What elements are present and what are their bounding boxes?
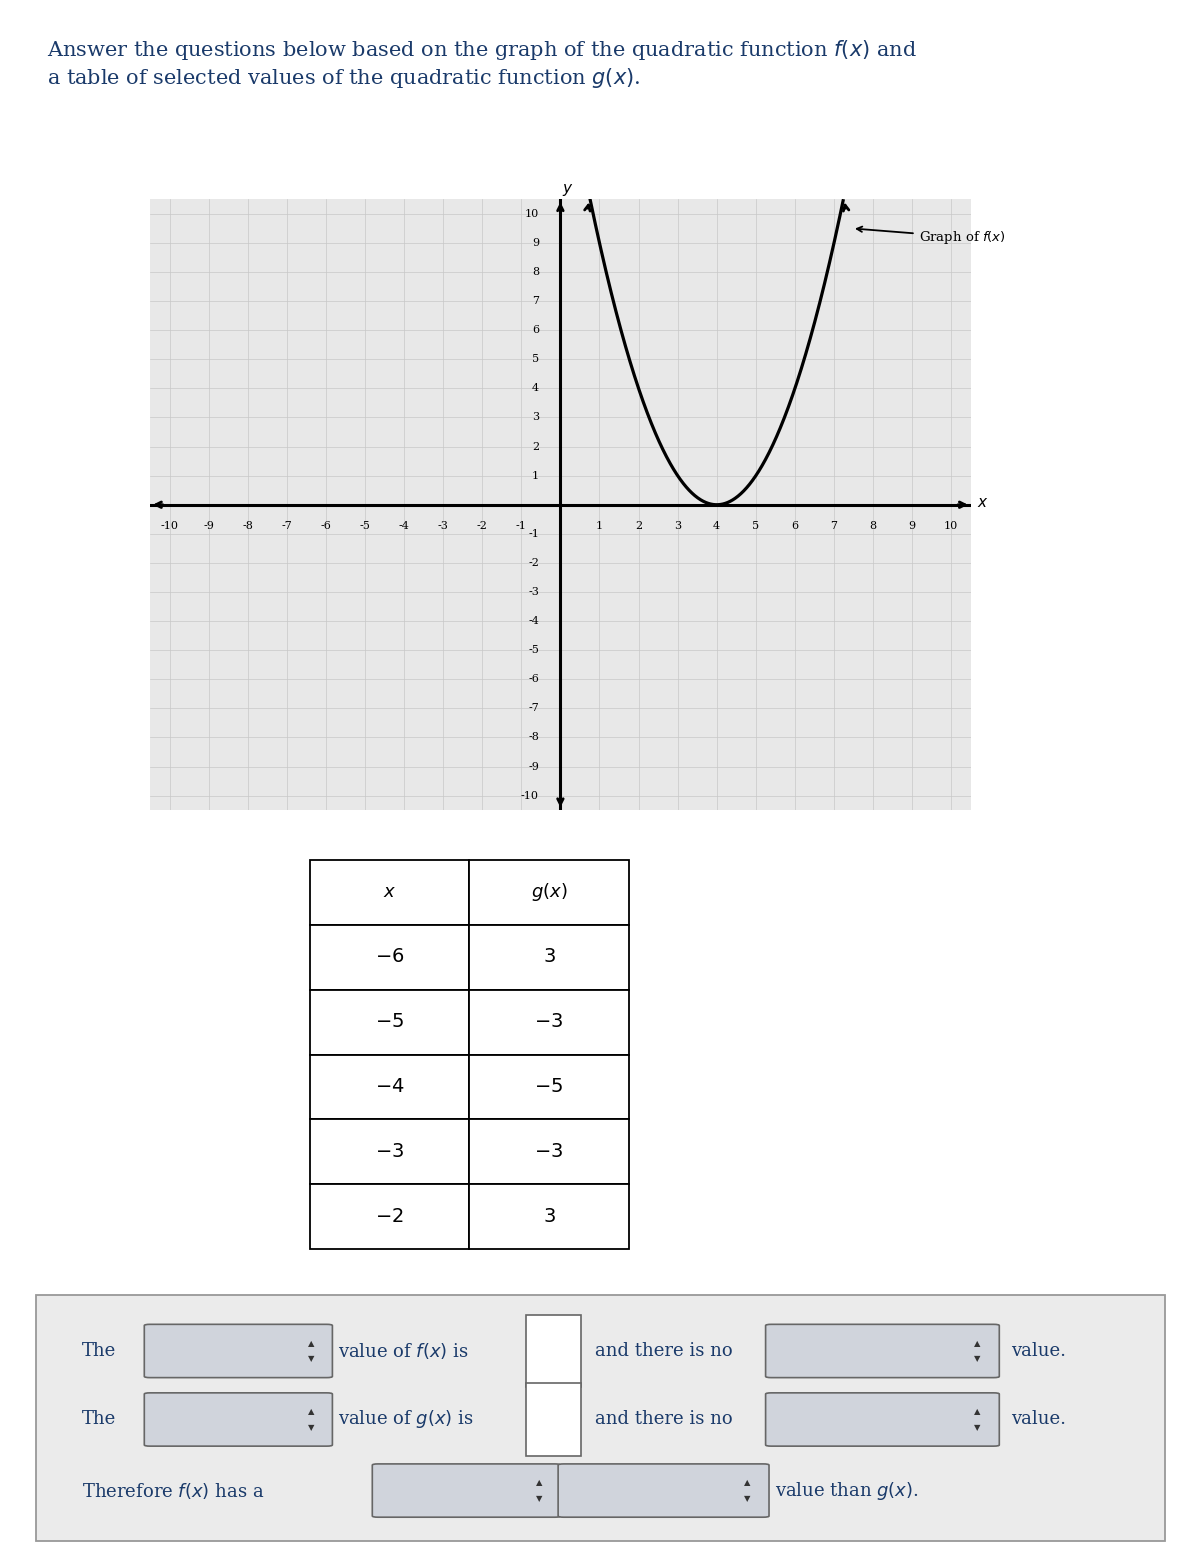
Text: value of $f(x)$ is: value of $f(x)$ is <box>338 1342 469 1361</box>
FancyBboxPatch shape <box>766 1393 1000 1446</box>
Text: value of $g(x)$ is: value of $g(x)$ is <box>338 1409 474 1431</box>
Bar <box>469 925 629 990</box>
Text: Answer the questions below based on the graph of the quadratic function $f(x)$ a: Answer the questions below based on the … <box>48 37 917 89</box>
FancyBboxPatch shape <box>144 1393 332 1446</box>
Text: ▼: ▼ <box>307 1423 314 1432</box>
Text: Therefore $f(x)$ has a: Therefore $f(x)$ has a <box>82 1481 264 1501</box>
Bar <box>527 1384 581 1456</box>
Bar <box>310 1120 469 1184</box>
Text: $-2$: $-2$ <box>376 1207 403 1226</box>
Text: $-3$: $-3$ <box>534 1143 564 1161</box>
Text: $-4$: $-4$ <box>374 1078 404 1097</box>
Bar <box>469 1184 629 1250</box>
Text: value.: value. <box>1010 1342 1066 1361</box>
Text: $-6$: $-6$ <box>374 948 404 967</box>
Bar <box>469 859 629 925</box>
Text: ▲: ▲ <box>744 1479 751 1487</box>
Text: ▼: ▼ <box>744 1493 751 1503</box>
Text: ▲: ▲ <box>307 1407 314 1417</box>
Text: $-3$: $-3$ <box>534 1014 564 1031</box>
FancyBboxPatch shape <box>766 1325 1000 1378</box>
Text: value than $g(x)$.: value than $g(x)$. <box>775 1479 918 1501</box>
Bar <box>469 990 629 1054</box>
Text: ▲: ▲ <box>974 1407 980 1417</box>
Text: ▲: ▲ <box>535 1479 542 1487</box>
Text: $g(x)$: $g(x)$ <box>530 881 568 903</box>
Bar <box>310 990 469 1054</box>
Bar <box>469 1120 629 1184</box>
Text: ▼: ▼ <box>974 1354 980 1364</box>
FancyBboxPatch shape <box>558 1464 769 1517</box>
Text: ▼: ▼ <box>307 1354 314 1364</box>
Text: and there is no: and there is no <box>595 1342 732 1361</box>
Text: The: The <box>82 1410 116 1429</box>
Bar <box>527 1315 581 1387</box>
Text: $3$: $3$ <box>542 1207 556 1226</box>
FancyBboxPatch shape <box>144 1325 332 1378</box>
Text: The: The <box>82 1342 116 1361</box>
Bar <box>310 1184 469 1250</box>
Text: ▼: ▼ <box>535 1493 542 1503</box>
Bar <box>469 1054 629 1120</box>
FancyBboxPatch shape <box>36 1295 1164 1542</box>
Text: ▲: ▲ <box>307 1339 314 1348</box>
Bar <box>310 1054 469 1120</box>
Text: $x$: $x$ <box>383 883 396 901</box>
Text: ▼: ▼ <box>974 1423 980 1432</box>
Text: value.: value. <box>1010 1410 1066 1429</box>
Text: $3$: $3$ <box>542 948 556 967</box>
Text: $-3$: $-3$ <box>374 1143 404 1161</box>
Bar <box>310 925 469 990</box>
FancyBboxPatch shape <box>372 1464 560 1517</box>
Bar <box>310 859 469 925</box>
Text: $-5$: $-5$ <box>534 1078 564 1097</box>
Text: and there is no: and there is no <box>595 1410 732 1429</box>
Text: $-5$: $-5$ <box>374 1014 404 1031</box>
Text: ▲: ▲ <box>974 1339 980 1348</box>
